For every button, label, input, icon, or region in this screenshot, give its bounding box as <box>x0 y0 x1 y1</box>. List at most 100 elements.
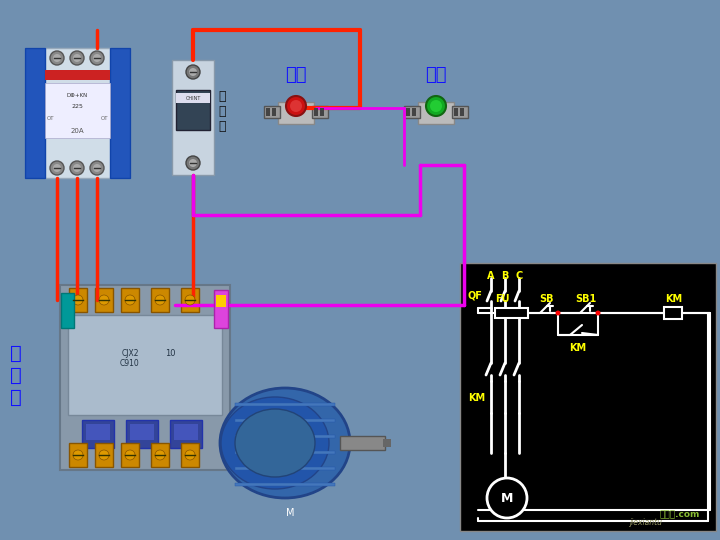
Ellipse shape <box>220 388 350 498</box>
Text: A: A <box>487 271 495 281</box>
Text: B: B <box>501 271 509 281</box>
Bar <box>121 288 139 312</box>
Bar <box>235 467 335 470</box>
Bar <box>214 290 228 328</box>
Bar <box>68 315 222 415</box>
Circle shape <box>189 159 197 167</box>
Circle shape <box>487 478 527 518</box>
Text: 20A: 20A <box>70 128 84 134</box>
Bar <box>86 424 110 440</box>
Circle shape <box>99 295 109 305</box>
Bar <box>121 443 139 467</box>
Bar <box>174 424 198 440</box>
Circle shape <box>93 54 101 62</box>
Bar <box>418 102 454 124</box>
Bar <box>130 424 154 440</box>
Bar <box>172 60 214 175</box>
Text: 接线图.com: 接线图.com <box>660 510 701 519</box>
Bar <box>235 419 335 422</box>
Circle shape <box>155 450 165 460</box>
Bar <box>45 70 110 80</box>
Text: 启动: 启动 <box>426 66 446 84</box>
Circle shape <box>186 65 200 79</box>
Bar <box>495 308 528 318</box>
Text: M: M <box>501 491 513 504</box>
Bar <box>278 102 314 124</box>
Circle shape <box>426 96 446 116</box>
Circle shape <box>73 164 81 172</box>
Circle shape <box>50 161 64 175</box>
Bar <box>176 93 210 103</box>
Bar <box>452 106 468 118</box>
Circle shape <box>53 164 61 172</box>
Bar <box>266 108 270 116</box>
Circle shape <box>90 161 104 175</box>
Text: KM: KM <box>665 294 683 304</box>
Text: SB: SB <box>539 294 553 304</box>
Bar <box>235 435 335 438</box>
Text: M: M <box>286 508 294 518</box>
Bar <box>61 293 74 328</box>
Bar <box>181 288 199 312</box>
Bar <box>69 443 87 467</box>
Circle shape <box>125 295 135 305</box>
Circle shape <box>90 51 104 65</box>
Circle shape <box>185 450 195 460</box>
Bar <box>235 451 335 454</box>
Text: KM: KM <box>570 343 587 353</box>
Text: jiexiantu: jiexiantu <box>630 518 663 527</box>
Text: SB1: SB1 <box>575 294 597 304</box>
Circle shape <box>125 450 135 460</box>
Text: C: C <box>516 271 523 281</box>
Bar <box>170 420 202 448</box>
Bar <box>460 108 464 116</box>
Circle shape <box>73 450 83 460</box>
Circle shape <box>155 295 165 305</box>
Text: KM: KM <box>468 393 485 403</box>
Bar <box>176 90 210 130</box>
Bar <box>181 443 199 467</box>
Bar <box>45 83 110 138</box>
Circle shape <box>430 100 442 112</box>
Circle shape <box>286 96 306 116</box>
Bar <box>272 108 276 116</box>
Circle shape <box>595 310 600 315</box>
Circle shape <box>73 54 81 62</box>
Circle shape <box>186 156 200 170</box>
Circle shape <box>556 310 560 315</box>
Text: CJX2: CJX2 <box>121 348 139 357</box>
Circle shape <box>99 450 109 460</box>
Circle shape <box>53 54 61 62</box>
Bar <box>454 108 458 116</box>
Bar <box>110 48 130 178</box>
Text: OT: OT <box>101 116 108 121</box>
Bar <box>25 48 45 178</box>
Text: 停止: 停止 <box>285 66 307 84</box>
Bar <box>126 420 158 448</box>
Text: CHINT: CHINT <box>185 96 201 100</box>
Text: C910: C910 <box>120 359 140 368</box>
Bar <box>95 443 113 467</box>
Bar <box>312 106 328 118</box>
Bar <box>314 108 318 116</box>
Circle shape <box>50 51 64 65</box>
Bar <box>69 288 87 312</box>
Bar <box>320 108 324 116</box>
Text: 接
触
器: 接 触 器 <box>10 343 22 407</box>
Text: D⊕+KN: D⊕+KN <box>66 93 88 98</box>
Text: QF: QF <box>468 291 483 301</box>
Bar <box>383 439 391 447</box>
Bar <box>406 108 410 116</box>
Bar <box>264 106 280 118</box>
Text: 225: 225 <box>71 104 83 109</box>
Bar <box>340 436 385 450</box>
Text: 10: 10 <box>165 348 175 357</box>
Bar <box>25 48 130 178</box>
Ellipse shape <box>221 397 329 489</box>
Text: FU: FU <box>495 294 510 304</box>
Circle shape <box>70 51 84 65</box>
Bar <box>60 285 230 470</box>
Bar <box>151 288 169 312</box>
Bar <box>404 106 420 118</box>
Ellipse shape <box>235 409 315 477</box>
